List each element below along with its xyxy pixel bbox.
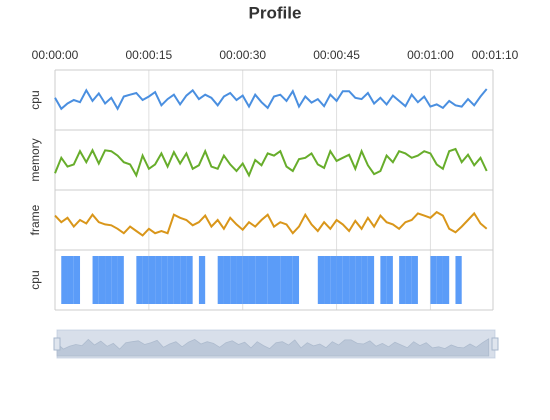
zoom-handle[interactable]: [53, 337, 61, 351]
state-bar: [405, 256, 412, 304]
state-bar: [92, 256, 99, 304]
state-bar: [430, 256, 437, 304]
series-line: [54, 210, 488, 237]
state-bar: [242, 256, 249, 304]
state-bar: [111, 256, 118, 304]
x-tick-label: 00:01:10: [472, 48, 519, 62]
state-bar: [255, 256, 262, 304]
state-bar: [180, 256, 187, 304]
state-bar: [355, 256, 362, 304]
state-bar: [173, 256, 181, 304]
state-bar: [117, 256, 124, 304]
x-tick-label: 00:00:15: [125, 48, 172, 62]
x-tick-label: 00:00:00: [32, 48, 79, 62]
state-bar: [292, 256, 300, 304]
state-bar: [274, 256, 281, 304]
state-bar: [155, 256, 162, 304]
state-bar: [442, 256, 450, 304]
state-bar: [330, 256, 337, 304]
state-bar: [386, 256, 393, 304]
state-bar: [167, 256, 174, 304]
state-bar: [61, 256, 68, 304]
state-bar: [148, 256, 156, 304]
state-bar: [248, 256, 256, 304]
state-bar: [67, 256, 74, 304]
state-bar: [142, 256, 149, 304]
x-tick-label: 00:00:30: [219, 48, 266, 62]
row-label: frame: [28, 204, 42, 235]
row-label: cpu: [28, 90, 42, 109]
state-bar: [161, 256, 168, 304]
chart-title: Profile: [249, 3, 302, 22]
state-bar: [136, 256, 143, 304]
state-bar: [411, 256, 418, 304]
state-bar: [361, 256, 368, 304]
state-bar: [261, 256, 268, 304]
state-bar: [336, 256, 343, 304]
state-bar: [367, 256, 375, 304]
zoom-handle[interactable]: [491, 337, 499, 351]
state-bar: [73, 256, 81, 304]
zoom-preview: [56, 338, 490, 357]
state-bar: [286, 256, 293, 304]
state-bar: [280, 256, 287, 304]
x-tick-label: 00:00:45: [313, 48, 360, 62]
state-bar: [455, 256, 462, 304]
state-bar: [380, 256, 387, 304]
state-bar: [186, 256, 193, 304]
state-bar: [342, 256, 350, 304]
x-tick-label: 00:01:00: [407, 48, 454, 62]
row-label: cpu: [28, 270, 42, 289]
state-bar: [267, 256, 274, 304]
series-line: [54, 147, 488, 178]
state-bar: [317, 256, 325, 304]
state-bar: [230, 256, 237, 304]
state-bar: [217, 256, 224, 304]
state-bar: [324, 256, 331, 304]
zoom-selection[interactable]: [57, 330, 495, 358]
state-bar: [349, 256, 356, 304]
state-bar: [399, 256, 406, 304]
state-bar: [98, 256, 106, 304]
state-bar: [236, 256, 243, 304]
state-bar: [198, 256, 206, 304]
state-bar: [223, 256, 231, 304]
series-line: [54, 88, 488, 111]
state-bar: [436, 256, 443, 304]
row-label: memory: [28, 138, 42, 181]
state-bar: [105, 256, 112, 304]
